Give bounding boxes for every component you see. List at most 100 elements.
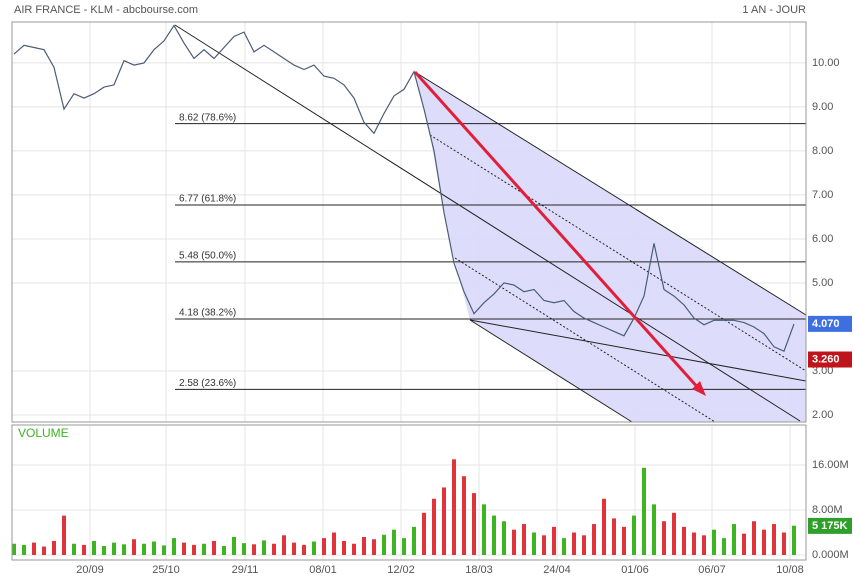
volume-bar — [552, 526, 556, 555]
volume-bar — [272, 543, 276, 555]
value-tag — [808, 315, 852, 332]
y-tick-label: 9.00 — [812, 101, 833, 113]
volume-bar — [92, 540, 96, 555]
price-frame — [11, 21, 807, 423]
volume-bar — [262, 540, 266, 555]
volume-bar — [242, 543, 246, 555]
y-tick-label: 7.00 — [812, 189, 833, 201]
volume-bar — [632, 515, 636, 555]
volume-frame — [11, 424, 807, 561]
volume-bar — [642, 467, 646, 555]
value-tag — [808, 351, 852, 368]
x-tick-label: 25/10 — [152, 564, 180, 576]
volume-bar — [392, 529, 396, 555]
volume-bar — [652, 504, 656, 555]
volume-bar — [532, 532, 536, 555]
fan-line — [469, 319, 807, 382]
y-tick-label: 10.00 — [812, 57, 840, 69]
volume-bar — [232, 536, 236, 555]
x-tick-label: 10/08 — [776, 564, 804, 576]
period: 1 AN - JOUR — [742, 4, 806, 16]
volume-bar — [252, 544, 256, 555]
volume-bar — [412, 526, 416, 555]
value-tag-label: 4.070 — [812, 318, 840, 330]
chart-title: AIR FRANCE - KLM - abcbourse.com — [14, 4, 198, 16]
volume-bar — [432, 498, 436, 555]
volume-bar — [492, 515, 496, 555]
value-tag-label: 5 175K — [812, 520, 848, 532]
value-tag-label: 3.260 — [812, 353, 840, 365]
volume-bar — [122, 544, 126, 555]
fib-label: 5.48 (50.0%) — [179, 250, 236, 261]
y-tick-label: 3.00 — [812, 365, 833, 377]
volume-bar — [772, 524, 776, 555]
y-tick-label: 8.00 — [812, 145, 833, 157]
y-tick-label: 16.00M — [812, 459, 849, 471]
volume-bar — [192, 544, 196, 555]
y-tick-label: 2.00 — [812, 409, 833, 421]
volume-bar — [542, 535, 546, 555]
volume-bar — [612, 518, 616, 555]
volume-bar — [372, 539, 376, 555]
x-tick-label: 29/11 — [232, 564, 259, 576]
x-tick-label: 01/06 — [621, 564, 649, 576]
x-tick-label: 18/03 — [465, 564, 493, 576]
fib-label: 2.58 (23.6%) — [179, 378, 236, 389]
volume-bar — [352, 543, 356, 555]
channel-dashed — [429, 134, 807, 372]
volume-bar — [152, 541, 156, 555]
trend-line — [174, 24, 801, 422]
volume-bar — [462, 476, 466, 555]
volume-bar — [142, 543, 146, 555]
x-tick-label: 08/01 — [309, 564, 337, 576]
x-tick-label: 12/02 — [387, 564, 415, 576]
volume-bar — [402, 538, 406, 555]
channel-dashed — [454, 257, 716, 423]
volume-bar — [522, 524, 526, 555]
volume-bar — [442, 487, 446, 555]
arrow — [413, 70, 702, 392]
volume-bar — [452, 459, 456, 555]
volume-bar — [582, 535, 586, 555]
volume-bar — [592, 524, 596, 555]
x-tick-label: 24/04 — [543, 564, 571, 576]
fib-label: 8.62 (78.6%) — [179, 112, 236, 123]
plot — [12, 24, 796, 555]
volume-bar — [132, 539, 136, 555]
channel-upper — [414, 71, 807, 316]
volume-bar — [572, 532, 576, 555]
volume-bar — [182, 542, 186, 555]
volume-bar — [62, 515, 66, 555]
volume-bar — [292, 542, 296, 555]
volume-bar — [622, 526, 626, 555]
volume-bar — [32, 542, 36, 555]
volume-bar — [362, 536, 366, 555]
arrow-head — [692, 381, 706, 396]
volume-bar — [202, 543, 206, 555]
y-tick-label: 6.00 — [812, 233, 833, 245]
volume-bar — [172, 538, 176, 555]
volume-bar — [472, 493, 476, 555]
x-tick-label: 20/09 — [76, 564, 104, 576]
volume-bar — [752, 521, 756, 555]
volume-bar — [792, 525, 796, 555]
volume-bar — [762, 529, 766, 555]
volume-bar — [512, 529, 516, 555]
volume-bar — [212, 540, 216, 555]
volume-bar — [82, 544, 86, 555]
volume-bar — [662, 521, 666, 555]
y-tick-label: 0.000M — [812, 549, 849, 561]
volume-bar — [12, 543, 16, 555]
volume-title: VOLUME — [18, 426, 69, 440]
volume-bar — [72, 543, 76, 555]
channel-fill — [415, 72, 806, 422]
volume-bar — [102, 545, 106, 555]
x-tick-label: 06/07 — [698, 564, 726, 576]
volume-bar — [22, 544, 26, 555]
volume-bar — [692, 532, 696, 555]
volume-bar — [322, 538, 326, 555]
volume-bar — [282, 535, 286, 555]
volume-bar — [732, 524, 736, 555]
volume-bar — [502, 521, 506, 555]
